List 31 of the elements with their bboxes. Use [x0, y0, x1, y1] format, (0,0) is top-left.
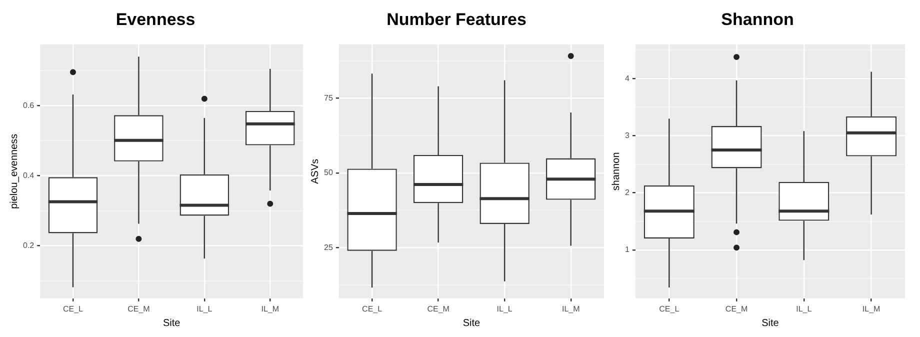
- y-tick-label: 0.6: [22, 100, 35, 110]
- y-axis-title: ASVs: [310, 158, 321, 184]
- x-tick-label: IL_L: [196, 304, 213, 314]
- x-tick-label: IL_L: [796, 304, 812, 314]
- x-tick-label: CE_L: [659, 304, 680, 314]
- x-tick-label: CE_L: [62, 304, 84, 314]
- y-tick-label: 50: [324, 168, 334, 178]
- y-axis-title: shannon: [610, 152, 622, 191]
- x-axis-title: Site: [762, 318, 780, 329]
- x-tick-label: CE_M: [725, 304, 748, 314]
- y-tick-label: 25: [324, 242, 334, 252]
- chart-title: Number Features: [386, 10, 526, 29]
- x-axis-title: Site: [162, 318, 181, 329]
- x-tick-label: CE_M: [427, 304, 450, 314]
- chart-title: Shannon: [721, 10, 794, 29]
- y-axis-title: pielou_evenness: [8, 134, 20, 209]
- x-tick-label: CE_M: [128, 304, 150, 314]
- y-tick-label: 4: [624, 74, 630, 83]
- y-tick-label: 0.4: [22, 170, 35, 180]
- y-tick-label: 3: [624, 130, 630, 140]
- x-tick-label: IL_M: [261, 304, 280, 314]
- y-tick-label: 1: [624, 245, 630, 254]
- x-tick-label: CE_L: [362, 304, 383, 314]
- y-tick-label: 2: [624, 188, 630, 198]
- x-axis-title: Site: [462, 318, 480, 329]
- y-tick-label: 0.2: [22, 241, 35, 250]
- x-tick-label: IL_L: [496, 304, 513, 314]
- y-tick-label: 75: [324, 93, 334, 102]
- chart-title: Evenness: [116, 10, 196, 29]
- x-tick-label: IL_M: [862, 304, 881, 314]
- x-tick-label: IL_M: [562, 304, 580, 314]
